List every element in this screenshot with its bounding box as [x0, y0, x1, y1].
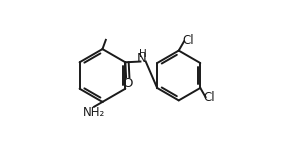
Text: Cl: Cl — [182, 34, 194, 47]
Text: O: O — [123, 77, 133, 90]
Text: NH₂: NH₂ — [83, 106, 105, 119]
Text: Cl: Cl — [203, 91, 215, 104]
Text: N: N — [137, 52, 147, 65]
Text: H: H — [139, 49, 147, 59]
